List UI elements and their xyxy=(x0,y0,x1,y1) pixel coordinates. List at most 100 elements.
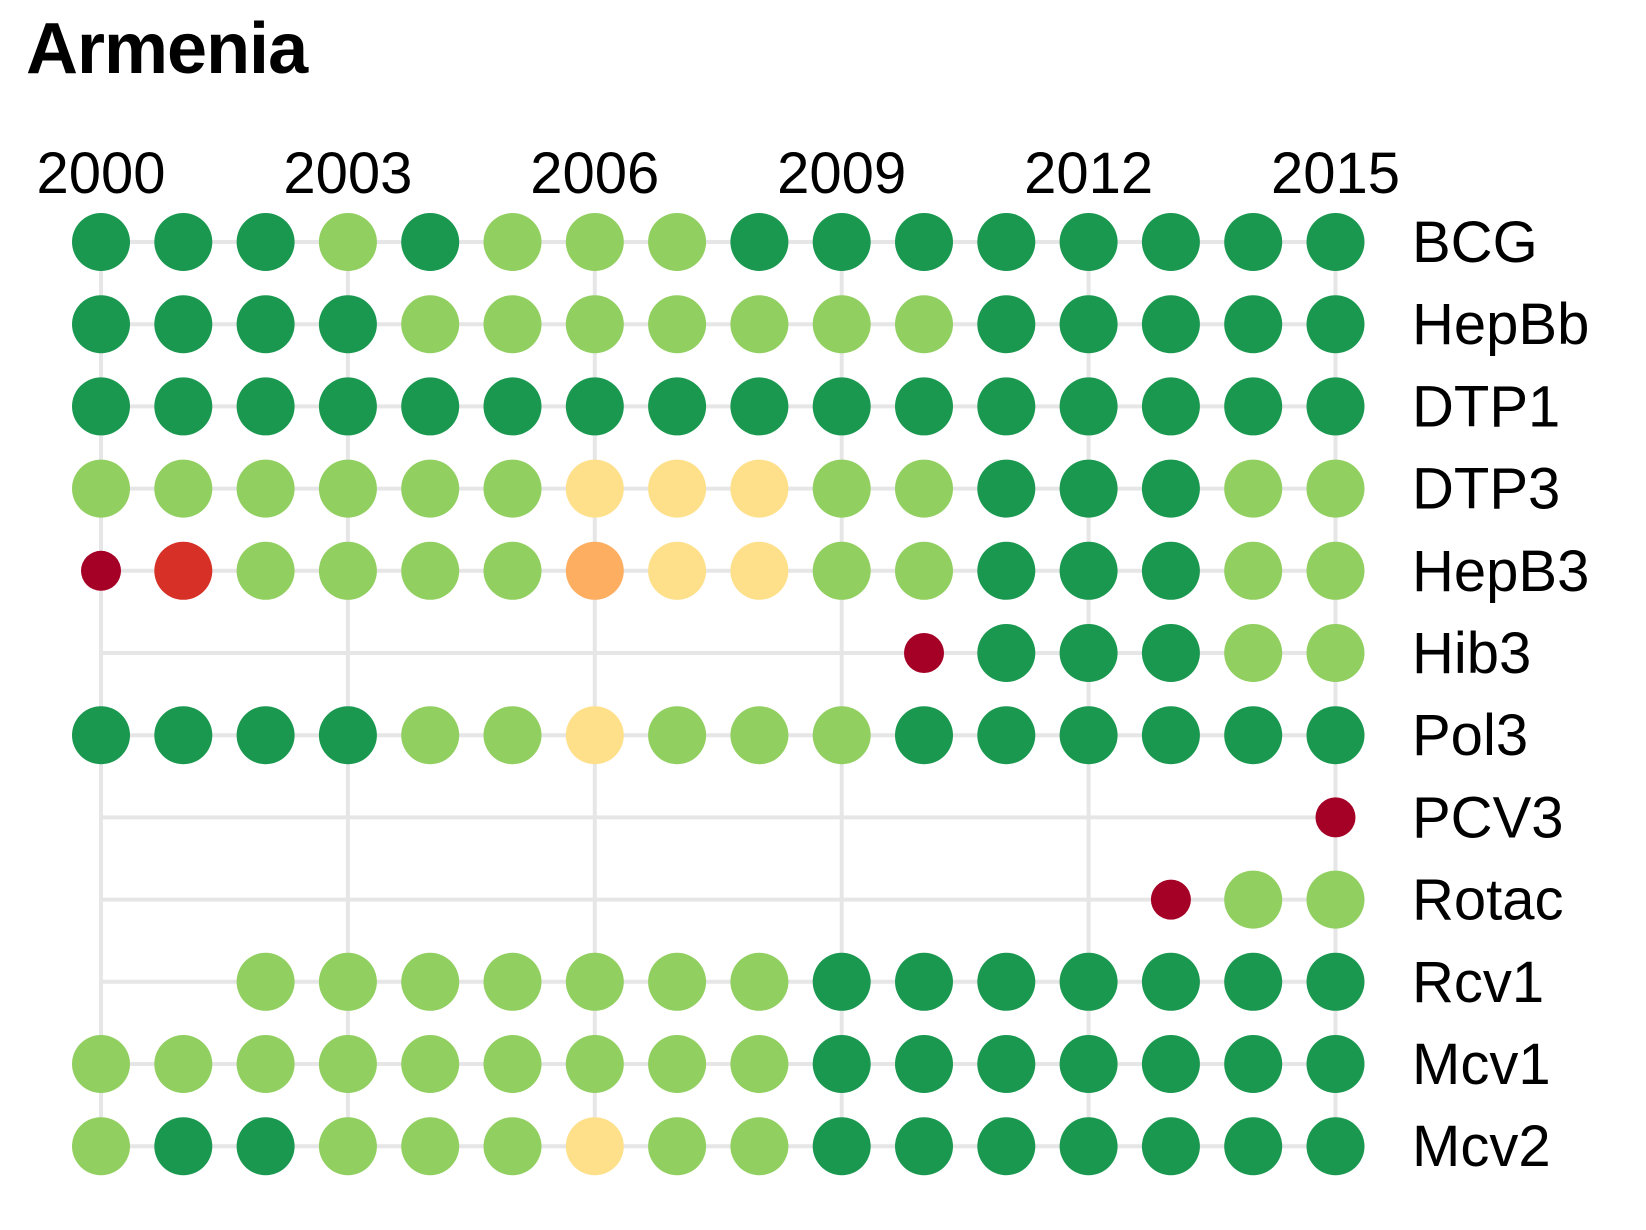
dot-rcv1-2007 xyxy=(648,952,707,1011)
dot-mcv2-2012 xyxy=(1059,1117,1118,1176)
dot-hib3-2014 xyxy=(1224,624,1283,682)
dot-pol3-2013 xyxy=(1141,706,1200,765)
dot-pol3-2007 xyxy=(648,706,707,765)
dot-hepbb-2010 xyxy=(895,295,953,354)
dot-bcg-2015 xyxy=(1306,213,1365,271)
dot-pol3-2001 xyxy=(154,706,213,765)
dot-mcv2-2015 xyxy=(1306,1117,1365,1176)
dot-hib3-2015 xyxy=(1306,624,1365,682)
dot-mcv1-2013 xyxy=(1141,1035,1200,1093)
dot-dtp1-2001 xyxy=(154,377,213,436)
row-label-dtp3: DTP3 xyxy=(1412,457,1560,522)
dot-hepbb-2008 xyxy=(730,295,789,354)
dot-bcg-2007 xyxy=(648,213,707,271)
dot-dtp1-2005 xyxy=(483,377,542,436)
row-label-hepb3: HepB3 xyxy=(1412,539,1589,604)
dot-mcv2-2006 xyxy=(565,1117,624,1176)
dot-mcv2-2001 xyxy=(154,1117,213,1176)
row-label-pol3: Pol3 xyxy=(1412,703,1528,768)
dot-dtp1-2003 xyxy=(318,377,377,436)
chart-title: Armenia xyxy=(26,9,308,89)
dot-hepb3-2010 xyxy=(895,541,953,600)
dot-hepb3-2004 xyxy=(401,541,460,600)
dot-mcv1-2002 xyxy=(236,1035,295,1093)
dot-bcg-2013 xyxy=(1141,213,1200,271)
row-label-mcv1: Mcv1 xyxy=(1412,1032,1551,1097)
dot-rcv1-2012 xyxy=(1059,952,1118,1011)
dot-mcv1-2012 xyxy=(1059,1035,1118,1093)
dot-hepbb-2005 xyxy=(483,295,542,354)
dot-hepb3-2008 xyxy=(730,541,789,600)
dot-bcg-2006 xyxy=(565,213,624,271)
dot-dtp3-2002 xyxy=(236,459,295,518)
dot-pol3-2011 xyxy=(977,706,1036,765)
dot-dtp3-2005 xyxy=(483,459,542,518)
dot-rcv1-2003 xyxy=(318,952,377,1011)
dot-dtp3-2015 xyxy=(1306,459,1365,518)
dot-mcv2-2002 xyxy=(236,1117,295,1176)
dot-rcv1-2008 xyxy=(730,952,789,1011)
dot-dtp1-2012 xyxy=(1059,377,1118,436)
row-label-mcv2: Mcv2 xyxy=(1412,1114,1551,1179)
row-label-bcg: BCG xyxy=(1412,210,1538,275)
dot-dtp1-2011 xyxy=(977,377,1036,436)
dot-bcg-2009 xyxy=(812,213,871,271)
dot-rcv1-2013 xyxy=(1141,952,1200,1011)
dot-bcg-2002 xyxy=(236,213,295,271)
x-tick-label-2006: 2006 xyxy=(530,141,659,206)
dot-rcv1-2014 xyxy=(1224,952,1283,1011)
dot-hib3-2012 xyxy=(1059,624,1118,682)
dot-bcg-2008 xyxy=(730,213,789,271)
dot-rotac-2014 xyxy=(1224,870,1283,929)
dot-bcg-2001 xyxy=(154,213,213,271)
dot-mcv1-2009 xyxy=(812,1035,871,1093)
dot-hepbb-2009 xyxy=(812,295,871,354)
dot-mcv1-2008 xyxy=(730,1035,789,1093)
dot-hepbb-2006 xyxy=(565,295,624,354)
dot-dtp1-2002 xyxy=(236,377,295,436)
dot-dtp3-2014 xyxy=(1224,459,1283,518)
dot-dtp1-2006 xyxy=(565,377,624,436)
dot-hepb3-2013 xyxy=(1141,541,1200,600)
dot-pol3-2015 xyxy=(1306,706,1365,765)
dot-dtp3-2013 xyxy=(1141,459,1200,518)
dot-mcv1-2000 xyxy=(72,1035,130,1093)
dot-hib3-2013 xyxy=(1141,624,1200,682)
dot-dtp3-2003 xyxy=(318,459,377,518)
dot-hepbb-2015 xyxy=(1306,295,1365,354)
x-tick-label-2012: 2012 xyxy=(1024,141,1153,206)
dot-dtp3-2004 xyxy=(401,459,460,518)
dots xyxy=(72,213,1365,1176)
dot-pol3-2012 xyxy=(1059,706,1118,765)
dot-hepb3-2005 xyxy=(483,541,542,600)
dot-pol3-2009 xyxy=(812,706,871,765)
dot-pol3-2014 xyxy=(1224,706,1283,765)
dot-hepb3-2009 xyxy=(812,541,871,600)
dot-hepb3-2006 xyxy=(565,541,624,600)
dot-hepb3-2007 xyxy=(648,541,707,600)
row-label-rcv1: Rcv1 xyxy=(1412,950,1544,1015)
dot-hepbb-2003 xyxy=(318,295,377,354)
dot-dtp3-2001 xyxy=(154,459,213,518)
dot-rcv1-2011 xyxy=(977,952,1036,1011)
x-tick-label-2015: 2015 xyxy=(1271,141,1400,206)
dot-hib3-2011 xyxy=(977,624,1036,682)
row-label-hepbb: HepBb xyxy=(1412,292,1589,357)
dot-dtp3-2010 xyxy=(895,459,953,518)
dot-mcv1-2007 xyxy=(648,1035,707,1093)
dot-hepbb-2012 xyxy=(1059,295,1118,354)
dot-dtp1-2014 xyxy=(1224,377,1283,436)
x-tick-label-2000: 2000 xyxy=(36,141,165,206)
dot-mcv2-2013 xyxy=(1141,1117,1200,1176)
dot-hepb3-2012 xyxy=(1059,541,1118,600)
dot-hepbb-2014 xyxy=(1224,295,1283,354)
dot-bcg-2010 xyxy=(895,213,953,271)
dot-pol3-2008 xyxy=(730,706,789,765)
x-axis-tick-labels: 2000 2003 2006 2009 2012 2015 xyxy=(36,141,1400,206)
dot-dtp3-2009 xyxy=(812,459,871,518)
dot-mcv2-2010 xyxy=(895,1117,953,1176)
row-label-pcv3: PCV3 xyxy=(1412,785,1564,850)
dot-hepbb-2011 xyxy=(977,295,1036,354)
dot-rcv1-2005 xyxy=(483,952,542,1011)
dot-pol3-2010 xyxy=(895,706,953,765)
